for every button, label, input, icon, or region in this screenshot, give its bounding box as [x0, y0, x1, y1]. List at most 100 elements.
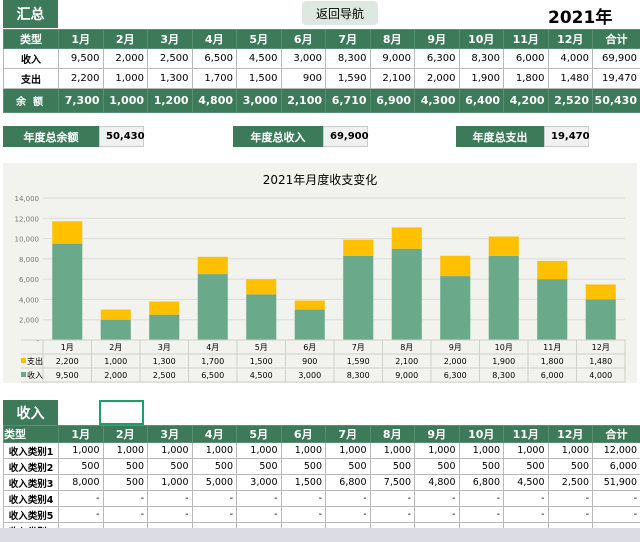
- table-cell[interactable]: -: [547, 490, 593, 507]
- bar-expense[interactable]: [440, 255, 471, 277]
- table-cell[interactable]: 4,000: [547, 48, 593, 69]
- table-cell[interactable]: -: [191, 490, 237, 507]
- bar-expense[interactable]: [246, 279, 277, 295]
- table-cell[interactable]: 3,000: [236, 474, 282, 491]
- table-cell[interactable]: 1,480: [547, 68, 593, 89]
- bar-income[interactable]: [440, 276, 471, 340]
- table-cell[interactable]: 1,900: [458, 68, 504, 89]
- bar-income[interactable]: [391, 248, 422, 340]
- table-cell[interactable]: 500: [414, 458, 460, 475]
- table-cell[interactable]: 2,000: [102, 48, 148, 69]
- table-cell[interactable]: 1,300: [147, 68, 193, 89]
- table-cell[interactable]: 1,590: [325, 68, 371, 89]
- table-cell[interactable]: 12,000: [592, 442, 640, 459]
- table-cell[interactable]: 1,000: [58, 442, 104, 459]
- table-cell[interactable]: 2,100: [369, 68, 415, 89]
- bar-expense[interactable]: [100, 309, 131, 320]
- table-cell[interactable]: 4,800: [414, 474, 460, 491]
- table-cell[interactable]: -: [58, 506, 104, 523]
- table-cell[interactable]: -: [547, 506, 593, 523]
- table-cell[interactable]: -: [280, 490, 326, 507]
- table-cell[interactable]: 500: [325, 458, 371, 475]
- table-cell[interactable]: 6,000: [592, 458, 640, 475]
- table-cell[interactable]: 900: [280, 68, 326, 89]
- bar-income[interactable]: [537, 279, 568, 340]
- table-cell[interactable]: 500: [503, 458, 549, 475]
- table-cell[interactable]: 1,000: [191, 442, 237, 459]
- table-cell[interactable]: 1,000: [102, 442, 148, 459]
- table-cell[interactable]: -: [414, 490, 460, 507]
- bar-income[interactable]: [488, 255, 519, 340]
- table-cell[interactable]: -: [147, 490, 193, 507]
- bar-income[interactable]: [52, 243, 83, 340]
- table-cell[interactable]: 1,000: [280, 442, 326, 459]
- table-cell[interactable]: 1,000: [414, 442, 460, 459]
- bar-income[interactable]: [246, 294, 277, 340]
- table-cell[interactable]: 500: [236, 458, 282, 475]
- bar-income[interactable]: [100, 319, 131, 340]
- table-cell[interactable]: 6,000: [503, 48, 549, 69]
- bar-expense[interactable]: [585, 284, 616, 300]
- table-cell[interactable]: -: [325, 506, 371, 523]
- table-cell[interactable]: 8,300: [458, 48, 504, 69]
- table-cell[interactable]: 2,000: [414, 68, 460, 89]
- table-cell[interactable]: [503, 522, 549, 528]
- table-cell[interactable]: 4,500: [503, 474, 549, 491]
- bar-income[interactable]: [149, 314, 180, 340]
- table-cell[interactable]: 6,300: [414, 48, 460, 69]
- table-cell[interactable]: 500: [280, 458, 326, 475]
- table-cell[interactable]: 500: [102, 474, 148, 491]
- table-cell[interactable]: 1,000: [147, 442, 193, 459]
- table-cell[interactable]: 1,000: [547, 442, 593, 459]
- table-cell[interactable]: -: [280, 506, 326, 523]
- table-cell[interactable]: 1,800: [503, 68, 549, 89]
- table-cell[interactable]: -: [592, 506, 640, 523]
- table-cell[interactable]: 9,500: [58, 48, 104, 69]
- table-cell[interactable]: 1,000: [102, 68, 148, 89]
- table-cell[interactable]: -: [369, 506, 415, 523]
- table-cell[interactable]: 4,500: [236, 48, 282, 69]
- table-cell[interactable]: -: [58, 490, 104, 507]
- table-cell[interactable]: -: [191, 506, 237, 523]
- table-cell[interactable]: 6,800: [458, 474, 504, 491]
- table-cell[interactable]: 3,000: [280, 48, 326, 69]
- bar-expense[interactable]: [197, 256, 228, 275]
- table-cell[interactable]: 69,900: [592, 48, 640, 69]
- table-cell[interactable]: 500: [102, 458, 148, 475]
- table-cell[interactable]: -: [503, 490, 549, 507]
- table-cell[interactable]: 1,500: [236, 68, 282, 89]
- table-cell[interactable]: 19,470: [592, 68, 640, 89]
- bar-income[interactable]: [294, 309, 325, 340]
- table-cell[interactable]: 1,700: [191, 68, 237, 89]
- table-cell[interactable]: -: [592, 490, 640, 507]
- table-cell[interactable]: 500: [58, 458, 104, 475]
- bar-expense[interactable]: [343, 239, 374, 256]
- bar-expense[interactable]: [391, 227, 422, 249]
- table-cell[interactable]: 500: [369, 458, 415, 475]
- table-cell[interactable]: 500: [147, 458, 193, 475]
- table-cell[interactable]: -: [147, 506, 193, 523]
- bar-expense[interactable]: [537, 260, 568, 280]
- table-cell[interactable]: 2,500: [147, 48, 193, 69]
- table-cell[interactable]: 1,000: [325, 442, 371, 459]
- table-cell[interactable]: 6,500: [191, 48, 237, 69]
- table-cell[interactable]: -: [458, 506, 504, 523]
- table-cell[interactable]: 1,000: [458, 442, 504, 459]
- table-cell[interactable]: 2,500: [547, 474, 593, 491]
- bar-expense[interactable]: [52, 221, 83, 244]
- table-cell[interactable]: -: [414, 506, 460, 523]
- selected-cell[interactable]: [99, 400, 144, 425]
- table-cell[interactable]: 1,000: [503, 442, 549, 459]
- table-cell[interactable]: -: [458, 490, 504, 507]
- horizontal-scrollbar[interactable]: [0, 528, 640, 542]
- table-cell[interactable]: -: [325, 490, 371, 507]
- monthly-chart[interactable]: 2021年月度收支变化 - 2,000 4,000 6,000 8,000 10,000 1…: [3, 163, 637, 383]
- bar-expense[interactable]: [149, 301, 180, 315]
- table-cell[interactable]: 1,000: [236, 442, 282, 459]
- table-cell[interactable]: 8,000: [58, 474, 104, 491]
- table-cell[interactable]: 1,000: [369, 442, 415, 459]
- table-cell[interactable]: 500: [547, 458, 593, 475]
- bar-income[interactable]: [343, 255, 374, 340]
- table-cell[interactable]: 2,200: [58, 68, 104, 89]
- table-cell[interactable]: -: [102, 506, 148, 523]
